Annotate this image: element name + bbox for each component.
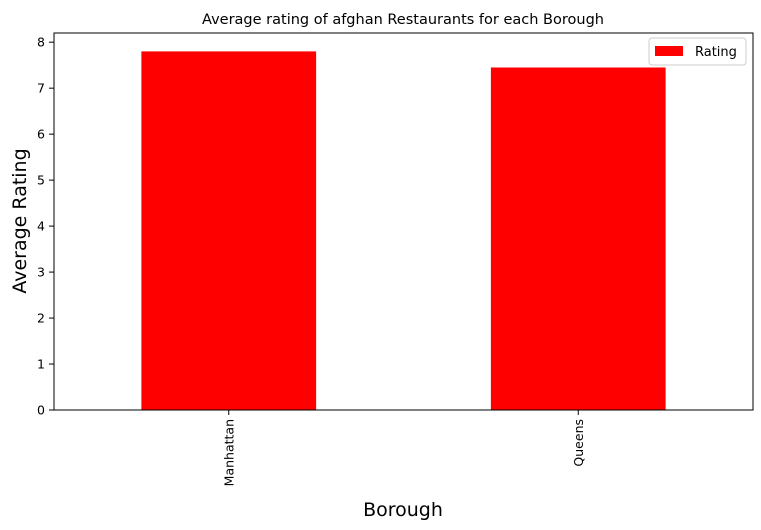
x-tick-label: Queens xyxy=(571,419,586,467)
y-axis-label: Average Rating xyxy=(9,148,31,293)
y-tick-label: 1 xyxy=(37,357,45,372)
y-tick-label: 4 xyxy=(37,219,45,234)
y-axis-ticks: 0 1 2 3 4 5 6 7 8 xyxy=(37,35,54,418)
legend-box xyxy=(648,37,747,66)
x-axis-ticks: Manhattan Queens xyxy=(221,410,586,486)
x-tick-label: Manhattan xyxy=(221,419,236,486)
y-tick-label: 6 xyxy=(37,127,45,142)
y-tick-label: 8 xyxy=(37,35,45,50)
y-tick-label: 7 xyxy=(37,81,45,96)
plot-frame xyxy=(53,32,754,411)
legend-label: Rating xyxy=(695,45,737,60)
y-tick-label: 0 xyxy=(37,403,45,418)
plot-area: 0 1 2 3 4 5 6 7 8 Manhattan Queens xyxy=(37,32,754,486)
bar-queens xyxy=(490,67,666,411)
legend-swatch xyxy=(655,46,683,56)
y-tick-label: 3 xyxy=(37,265,45,280)
y-tick-label: 2 xyxy=(37,311,45,326)
chart-title: Average rating of afghan Restaurants for… xyxy=(202,12,604,28)
bars-group xyxy=(141,51,666,411)
y-tick-label: 5 xyxy=(37,173,45,188)
bar-manhattan xyxy=(141,51,317,410)
x-axis-label: Borough xyxy=(363,499,443,521)
legend: Rating xyxy=(648,37,747,66)
